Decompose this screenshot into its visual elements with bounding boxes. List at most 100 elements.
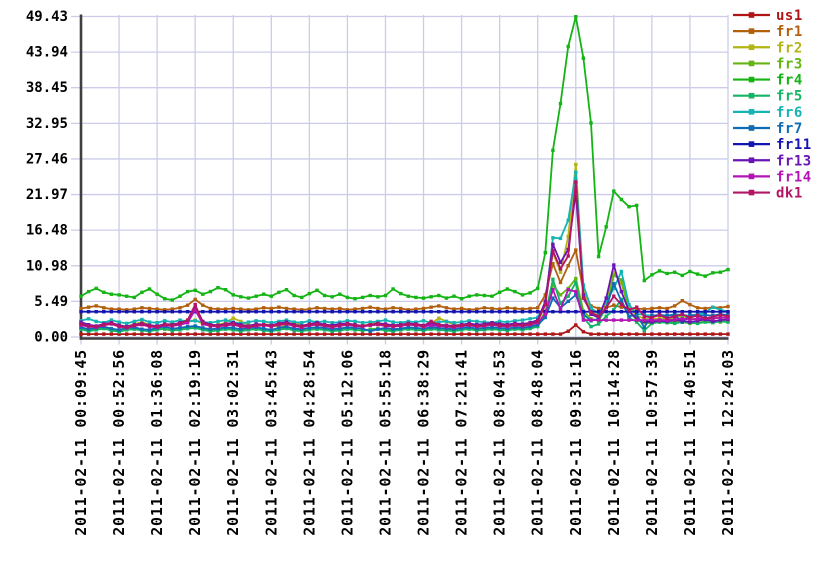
legend-marker-swatch	[748, 76, 755, 83]
data-point-marker	[185, 326, 190, 331]
data-point-marker	[307, 307, 312, 311]
data-point-marker	[155, 307, 159, 311]
data-point-marker	[94, 324, 98, 329]
data-point-marker	[269, 328, 273, 332]
data-point-marker	[437, 304, 441, 308]
x-axis-tick-label: 2011-02-11 05:55:18	[376, 349, 394, 536]
data-point-marker	[619, 289, 624, 294]
data-point-marker	[155, 310, 159, 314]
data-point-marker	[284, 324, 289, 329]
data-point-marker	[246, 308, 251, 312]
data-point-marker	[650, 273, 654, 277]
data-point-marker	[345, 327, 350, 331]
data-point-marker	[117, 332, 121, 336]
data-point-marker	[117, 328, 121, 332]
data-point-marker	[673, 317, 677, 322]
data-point-marker	[368, 310, 372, 314]
data-point-marker	[231, 328, 235, 332]
data-point-marker	[551, 277, 555, 281]
data-point-marker	[650, 315, 654, 320]
data-point-marker	[421, 332, 426, 336]
data-point-marker	[680, 299, 684, 303]
data-point-marker	[353, 326, 357, 330]
data-point-marker	[307, 323, 312, 327]
data-point-marker	[642, 278, 646, 283]
data-point-marker	[596, 332, 601, 336]
series-markers-fr1	[79, 248, 730, 312]
data-point-marker	[246, 296, 251, 300]
data-point-marker	[635, 332, 639, 336]
data-point-marker	[574, 170, 578, 174]
x-axis-tick-label: 2011-02-11 03:45:43	[262, 349, 280, 536]
legend-marker-swatch	[748, 60, 755, 67]
data-point-marker	[574, 289, 578, 294]
data-point-marker	[330, 324, 334, 329]
data-point-marker	[635, 305, 639, 309]
data-point-marker	[551, 262, 555, 266]
data-point-marker	[536, 324, 540, 329]
data-point-marker	[589, 318, 593, 322]
data-point-marker	[201, 321, 205, 325]
data-point-marker	[574, 248, 578, 252]
data-point-marker	[94, 310, 98, 314]
data-point-marker	[239, 332, 243, 336]
data-point-marker	[711, 315, 715, 319]
data-point-marker	[581, 312, 586, 316]
data-point-marker	[391, 287, 395, 291]
data-point-marker	[452, 321, 456, 325]
legend-label: fr7	[776, 121, 803, 137]
data-point-marker	[482, 323, 487, 327]
data-point-marker	[269, 332, 273, 336]
data-point-marker	[307, 310, 312, 314]
data-point-marker	[223, 325, 228, 329]
data-point-marker	[399, 323, 403, 327]
data-point-marker	[490, 322, 494, 326]
data-point-marker	[117, 310, 121, 314]
data-point-marker	[125, 325, 129, 329]
x-axis-tick-label: 2011-02-11 09:31:16	[567, 349, 585, 536]
data-point-marker	[170, 310, 174, 314]
data-point-marker	[505, 306, 509, 310]
data-point-marker	[467, 332, 471, 336]
x-axis-labels: 2011-02-11 00:09:45 2011-02-11 00:52:56 20…	[72, 349, 737, 536]
data-point-marker	[459, 323, 464, 327]
data-point-marker	[383, 310, 388, 314]
data-point-marker	[125, 294, 129, 298]
data-point-marker	[239, 327, 243, 331]
data-point-marker	[376, 322, 380, 326]
data-point-marker	[262, 323, 266, 327]
data-point-marker	[703, 320, 707, 324]
data-point-marker	[231, 293, 235, 297]
y-axis-tick-label: 27.46	[26, 151, 68, 167]
data-point-marker	[109, 321, 114, 326]
data-point-marker	[543, 332, 547, 336]
data-point-marker	[391, 310, 395, 314]
data-point-marker	[505, 287, 509, 291]
data-point-marker	[726, 310, 730, 314]
data-point-marker	[86, 310, 91, 314]
legend-item-fr4: fr4	[733, 73, 802, 89]
data-point-marker	[109, 318, 114, 322]
data-point-marker	[612, 332, 616, 336]
data-point-marker	[673, 304, 677, 308]
x-axis-tick-label: 2011-02-11 01:36:08	[148, 349, 166, 536]
data-point-marker	[262, 326, 266, 331]
data-point-marker	[528, 291, 532, 295]
data-point-marker	[635, 318, 639, 322]
data-point-marker	[612, 318, 616, 322]
data-point-marker	[718, 332, 723, 336]
data-point-marker	[642, 328, 646, 333]
data-point-marker	[231, 326, 235, 330]
series-fr2	[79, 162, 730, 329]
data-point-marker	[475, 293, 479, 297]
data-point-marker	[421, 328, 426, 333]
data-point-marker	[635, 313, 639, 317]
legend-item-dk1: dk1	[733, 186, 802, 202]
data-point-marker	[520, 326, 525, 330]
legend-marker-swatch	[748, 157, 755, 164]
data-point-marker	[307, 319, 312, 323]
data-point-marker	[497, 307, 502, 311]
data-point-marker	[163, 308, 167, 312]
data-point-marker	[414, 295, 418, 300]
data-point-marker	[231, 332, 235, 336]
